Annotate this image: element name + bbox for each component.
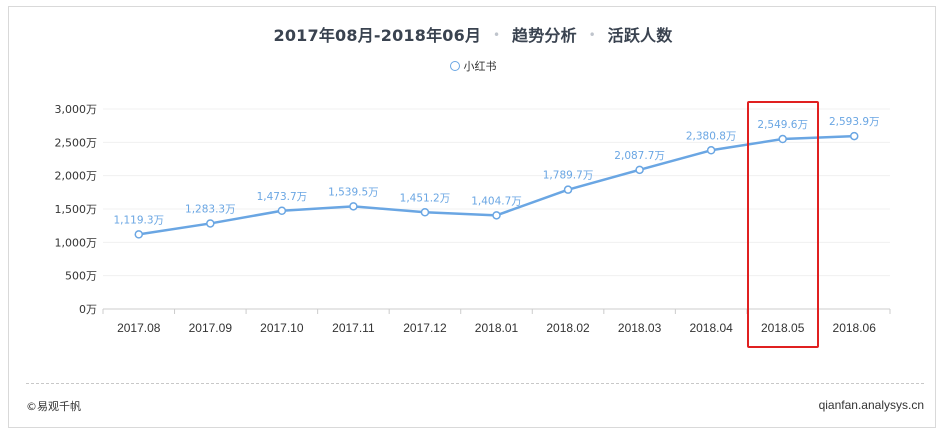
x-tick-label: 2018.06 — [833, 321, 877, 335]
data-label: 1,404.7万 — [471, 195, 522, 207]
data-point[interactable] — [420, 208, 430, 217]
data-point[interactable] — [635, 165, 644, 175]
y-tick-label: 2,500万 — [55, 136, 98, 149]
chart-title: 2017年08月-2018年06月 • 趋势分析 • 活跃人数 — [0, 22, 946, 46]
x-tick-label: 2017.12 — [403, 321, 447, 335]
y-tick-label: 1,000万 — [55, 236, 98, 249]
x-tick-label: 2017.09 — [189, 321, 233, 335]
title-metric: 活跃人数 — [607, 26, 673, 45]
footer-divider — [26, 383, 924, 384]
data-label: 1,473.7万 — [257, 191, 308, 203]
y-tick-label: 2,000万 — [55, 170, 98, 183]
data-label: 2,593.9万 — [829, 116, 880, 128]
data-point[interactable] — [206, 219, 215, 228]
x-tick-label: 2018.01 — [475, 321, 519, 335]
data-label: 1,119.3万 — [113, 214, 164, 226]
data-label: 2,087.7万 — [614, 150, 665, 162]
data-label: 2,549.6万 — [757, 119, 808, 131]
x-tick-label: 2018.02 — [546, 321, 590, 335]
x-tick-label: 2017.11 — [332, 321, 375, 335]
data-label: 1,283.3万 — [185, 203, 236, 215]
x-tick-label: 2017.10 — [260, 321, 304, 335]
highlight-box — [747, 101, 819, 348]
y-tick-label: 500万 — [65, 270, 97, 283]
legend-circle-icon — [449, 61, 460, 71]
x-tick-label: 2018.05 — [761, 321, 805, 335]
data-label: 2,380.8万 — [686, 130, 737, 142]
source-url: qianfan.analysys.cn — [818, 398, 924, 412]
data-point[interactable] — [563, 185, 573, 194]
data-point[interactable] — [134, 230, 144, 239]
data-point[interactable] — [706, 146, 716, 155]
copyright-text: ©易观千帆 — [26, 400, 81, 413]
data-point[interactable] — [277, 206, 287, 216]
x-tick-label: 2017.08 — [117, 321, 161, 335]
title-analysis: 趋势分析 — [512, 26, 577, 45]
data-label: 1,539.5万 — [328, 186, 379, 198]
title-date-range: 2017年08月-2018年06月 — [273, 26, 482, 45]
data-label: 1,451.2万 — [400, 192, 451, 204]
title-separator: • — [492, 28, 501, 42]
data-point[interactable] — [849, 131, 859, 141]
x-tick-label: 2018.03 — [618, 321, 662, 335]
y-tick-label: 3,000万 — [55, 103, 98, 116]
y-tick-label: 1,500万 — [55, 203, 98, 216]
data-point[interactable] — [492, 211, 501, 220]
legend-series-label[interactable]: 小红书 — [463, 60, 497, 73]
y-tick-label: 0万 — [79, 303, 97, 316]
legend[interactable]: 小红书 — [0, 58, 946, 74]
title-separator: • — [588, 28, 596, 42]
data-point[interactable] — [778, 134, 787, 144]
x-tick-label: 2018.04 — [689, 321, 733, 335]
data-point[interactable] — [349, 202, 358, 211]
chart-panel — [8, 6, 936, 428]
data-label: 1,789.7万 — [543, 170, 594, 182]
